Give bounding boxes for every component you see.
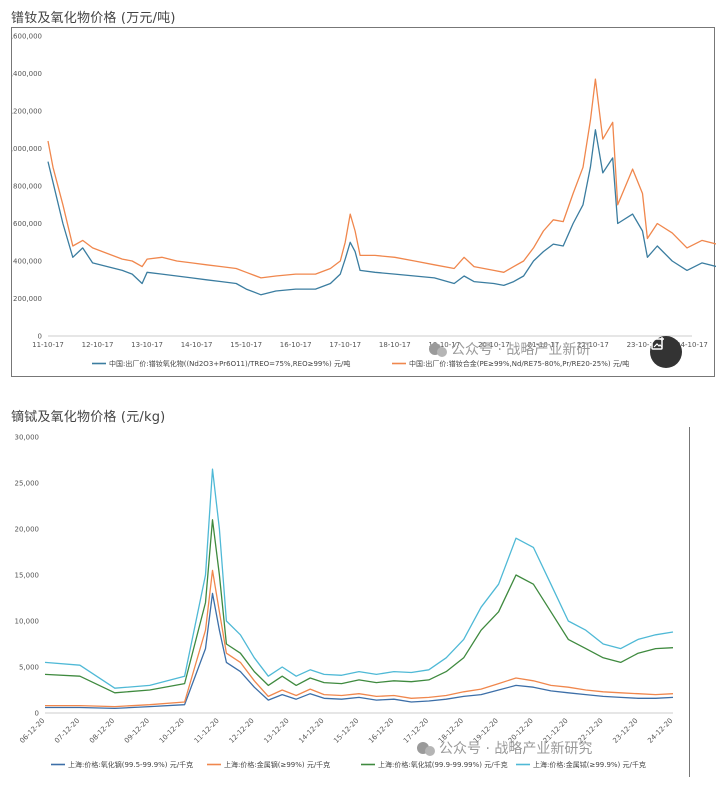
x-tick-label: 13-10-17 [131,341,163,349]
x-tick-label: 15-12-20 [332,717,360,745]
y-tick-label: 10,000 [15,618,40,626]
chart2-panel: 30,000 25,000 20,000 15,000 10,000 5,000 0 06-1… [11,427,690,777]
y-tick-label: 1,000,000 [12,145,42,153]
chart1-title: 镨钕及氧化物价格 (万元/吨) [11,11,176,26]
x-tick-label: 17-10-17 [329,341,361,349]
x-tick-label: 07-12-20 [53,717,81,745]
y-tick-label: 30,000 [15,434,40,442]
wechat-bubble-small [425,746,435,756]
x-tick-label: 16-12-20 [367,717,395,745]
image-edit-icon[interactable] [650,336,682,368]
y-tick-label: 800,000 [13,183,42,191]
y-tick-label: 400,000 [13,258,42,266]
series-line-4 [44,468,674,689]
series-line-2 [47,78,716,279]
chart2-svg: 30,000 25,000 20,000 15,000 10,000 5,000 006-1… [15,434,675,770]
x-tick-label: 13-12-20 [263,717,291,745]
x-tick-label: 08-12-20 [88,717,116,745]
x-tick-label: 11-12-20 [193,717,221,745]
x-tick-label: 24-10-17 [676,341,708,349]
x-tick-label: 16-10-17 [280,341,312,349]
y-tick-label: 0 [35,710,39,718]
legend-label: 上海:价格:氧化镝(99.5-99.9%) 元/千克 [68,760,193,769]
legend-label: 上海:价格:金属铽(≥99.9%) 元/千克 [533,760,646,769]
x-tick-label: 14-10-17 [181,341,213,349]
x-tick-label: 20-10-17 [478,341,510,349]
watermark-text: 公众号 · 战略产业新研究 [439,741,592,757]
x-tick-label: 12-12-20 [228,717,256,745]
x-tick-label: 10-12-20 [158,717,186,745]
y-tick-label: 5,000 [19,664,39,672]
chart1-panel: 1,600,000 1,400,000 1,200,000 1,000,000 800,… [11,27,716,377]
watermark-text: 公众号 · 战略产业新研 [451,342,590,358]
series-line-1 [45,592,674,710]
y-tick-label: 0 [38,333,42,341]
chart2-title: 镝铽及氧化物价格 (元/kg) [11,410,166,425]
y-tick-label: 1,600,000 [12,33,42,41]
chart1-svg: 1,600,000 1,400,000 1,200,000 1,000,000 800,… [12,33,716,368]
wechat-icon [429,343,447,357]
x-tick-label: 19-10-17 [428,341,460,349]
x-tick-label: 12-10-17 [82,341,114,349]
series-line-1 [47,129,716,296]
x-tick-label: 22-10-17 [577,341,609,349]
y-tick-label: 600,000 [13,220,42,228]
x-tick-label: 23-10-17 [627,341,659,349]
x-tick-label: 24-12-20 [646,717,674,745]
wechat-bubble-small [437,347,447,357]
y-tick-label: 1,400,000 [12,70,42,78]
y-tick-label: 20,000 [15,526,40,534]
x-tick-label: 17-12-20 [402,717,430,745]
x-tick-label: 15-10-17 [230,341,262,349]
y-tick-label: 25,000 [15,480,40,488]
y-tick-label: 200,000 [13,295,42,303]
x-tick-label: 14-12-20 [297,717,325,745]
x-tick-label: 09-12-20 [123,717,151,745]
x-tick-label: 06-12-20 [18,717,46,745]
legend-label: 上海:价格:金属镝(≥99%) 元/千克 [224,760,330,769]
x-tick-label: 18-10-17 [379,341,411,349]
legend-label: 上海:价格:氧化铽(99.9-99.99%) 元/千克 [378,760,508,769]
series-line-3 [44,519,674,694]
y-tick-label: 15,000 [15,572,40,580]
series-line-2 [45,569,674,708]
x-tick-label: 11-10-17 [32,341,64,349]
x-tick-label: 23-12-20 [611,717,639,745]
wechat-icon [417,742,435,756]
image-edit-glyph [651,337,664,350]
x-tick-label: 21-10-17 [527,341,559,349]
legend-label: 中国:出厂价:镨钕合金(PE≥99%,Nd/RE75-80%,Pr/RE20-2… [409,359,629,368]
legend-label: 中国:出厂价:镨钕氧化物((Nd2O3+Pr6O11)/TREO=75%,REO… [109,359,350,368]
y-tick-label: 1,200,000 [12,108,42,116]
